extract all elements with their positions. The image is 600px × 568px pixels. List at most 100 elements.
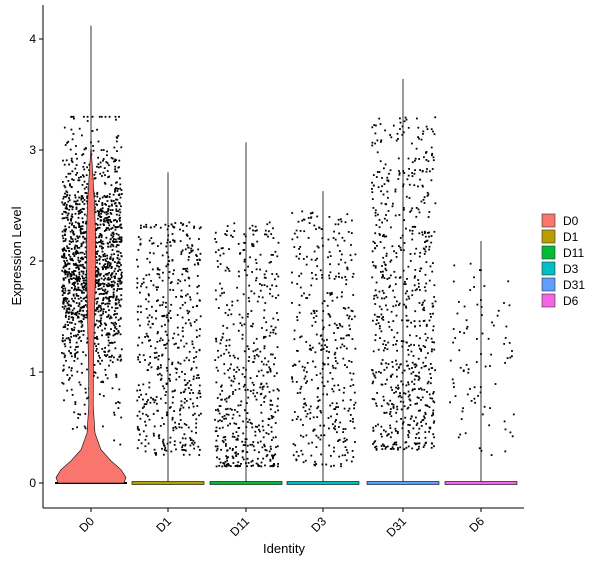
data-point (105, 196, 108, 198)
data-point (96, 224, 99, 226)
data-point (414, 289, 417, 292)
data-point (180, 391, 182, 394)
data-point (271, 353, 274, 356)
data-point (110, 355, 113, 358)
data-point (62, 277, 65, 280)
data-point (67, 180, 70, 182)
data-point (429, 382, 432, 385)
data-point (374, 209, 377, 212)
data-point (114, 325, 117, 328)
data-point (74, 264, 77, 266)
data-point (400, 408, 403, 411)
data-point (418, 344, 420, 347)
data-point (405, 118, 408, 121)
data-point (84, 279, 87, 282)
data-point (61, 217, 64, 220)
data-point (155, 454, 157, 456)
data-point (118, 268, 121, 271)
data-point (334, 408, 337, 410)
data-point (339, 218, 342, 221)
data-point (98, 115, 101, 118)
data-point (111, 354, 113, 357)
data-point (71, 208, 74, 211)
data-point (187, 319, 190, 321)
data-point (331, 377, 334, 380)
data-point (228, 395, 231, 398)
data-point (259, 386, 262, 389)
data-point (454, 395, 457, 397)
data-point (193, 447, 196, 450)
data-point (251, 381, 254, 384)
data-point (305, 263, 308, 266)
data-point (432, 412, 434, 414)
data-point (392, 202, 394, 205)
data-point (117, 210, 120, 213)
data-point (394, 276, 397, 279)
data-point (433, 296, 435, 298)
data-point (95, 246, 98, 248)
data-point (261, 284, 263, 287)
data-point (62, 285, 65, 288)
data-point (100, 302, 103, 305)
data-point (75, 208, 78, 210)
data-point (253, 342, 255, 344)
data-point (70, 313, 73, 316)
data-point (120, 282, 123, 285)
data-point (348, 407, 351, 410)
data-point (269, 331, 272, 334)
data-point (68, 315, 70, 318)
data-point (195, 319, 198, 321)
data-point (312, 430, 315, 432)
data-point (225, 345, 228, 347)
data-point (62, 292, 65, 294)
data-point (117, 226, 120, 228)
data-point (181, 249, 184, 252)
data-point (74, 287, 76, 290)
data-point (379, 241, 382, 243)
data-point (97, 326, 99, 329)
data-point (233, 422, 236, 425)
data-point (277, 409, 279, 412)
data-point (313, 312, 316, 314)
data-point (298, 257, 300, 260)
data-point (216, 397, 219, 399)
data-point (84, 246, 87, 249)
data-point (80, 330, 83, 332)
data-point (143, 225, 145, 228)
data-point (374, 142, 376, 145)
data-point (237, 270, 240, 273)
data-point (399, 394, 401, 397)
data-point (300, 449, 303, 452)
data-point (218, 464, 221, 467)
data-point (273, 375, 276, 377)
data-point (145, 332, 148, 335)
data-point (155, 286, 158, 289)
data-point (78, 196, 80, 199)
data-point (145, 286, 148, 289)
data-point (80, 257, 82, 260)
data-point (93, 371, 96, 374)
data-point (108, 309, 110, 312)
data-point (113, 288, 115, 291)
data-point (70, 367, 73, 369)
data-point (230, 234, 232, 237)
data-point (183, 401, 186, 404)
data-point (94, 200, 97, 203)
data-point (102, 254, 105, 256)
data-point (380, 271, 382, 273)
data-point (218, 412, 221, 415)
data-point (86, 183, 89, 185)
data-point (214, 445, 217, 448)
data-point (333, 408, 336, 410)
data-point (272, 456, 274, 459)
violin-base-D3 (286, 481, 360, 485)
data-point (117, 261, 120, 264)
y-tick-label: 1 (29, 365, 36, 379)
data-point (264, 449, 267, 451)
data-point (63, 163, 66, 166)
data-point (73, 284, 75, 286)
data-point (78, 303, 81, 306)
data-point (345, 459, 348, 462)
x-tick-label: D1 (153, 514, 174, 535)
data-point (337, 223, 340, 226)
